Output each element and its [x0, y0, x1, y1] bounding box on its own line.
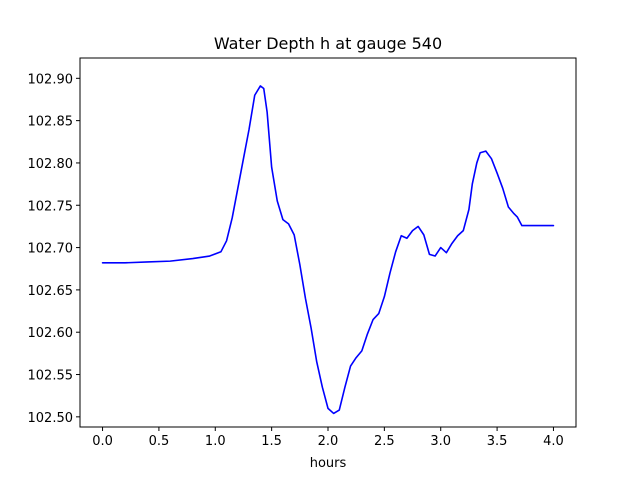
y-tick-label: 102.75 [28, 199, 74, 214]
plot-area [101, 85, 555, 415]
y-tick-label: 102.70 [28, 242, 74, 257]
x-tick-label: 2.0 [318, 434, 339, 449]
y-tick-label: 102.85 [28, 115, 74, 130]
x-tick-label: 1.5 [261, 434, 282, 449]
x-tick-label: 2.5 [374, 434, 395, 449]
x-tick-label: 3.0 [430, 434, 451, 449]
y-tick-label: 102.60 [28, 326, 74, 341]
y-tick-label: 102.50 [28, 411, 74, 426]
x-tick-label: 4.0 [543, 434, 564, 449]
x-tick-label: 0.0 [92, 434, 113, 449]
plot-frame [79, 57, 577, 428]
y-axis: 102.50 102.55 102.60 102.65 102.70 102.75 102.… [28, 72, 80, 426]
x-tick-label: 1.0 [205, 434, 226, 449]
x-tick-label: 0.5 [149, 434, 170, 449]
chart-title: Water Depth h at gauge 540 [214, 34, 442, 53]
y-tick-label: 102.55 [28, 369, 74, 384]
y-tick-label: 102.90 [28, 72, 74, 87]
x-tick-label: 3.5 [487, 434, 508, 449]
series-line-0 [101, 85, 555, 415]
y-tick-label: 102.65 [28, 284, 74, 299]
x-axis-label: hours [310, 456, 347, 471]
x-axis: 0.0 0.5 1.0 1.5 2.0 2.5 3.0 3.5 4.0 [92, 427, 564, 449]
y-tick-label: 102.80 [28, 157, 74, 172]
